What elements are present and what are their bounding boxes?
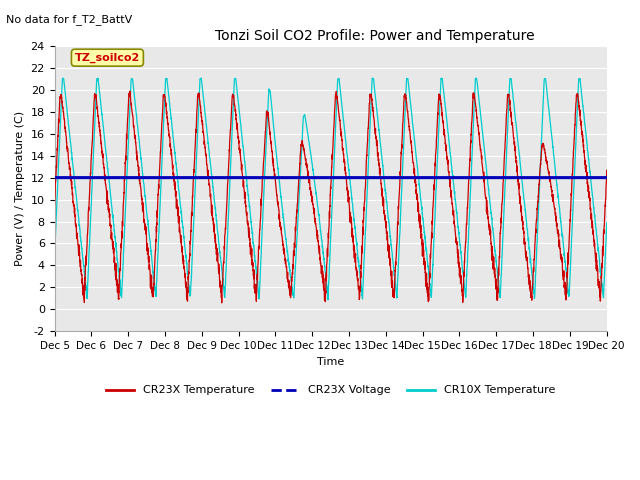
Text: TZ_soilco2: TZ_soilco2: [75, 52, 140, 63]
X-axis label: Time: Time: [317, 357, 344, 367]
Text: No data for f_T2_BattV: No data for f_T2_BattV: [6, 14, 132, 25]
Legend: CR23X Temperature, CR23X Voltage, CR10X Temperature: CR23X Temperature, CR23X Voltage, CR10X …: [102, 381, 559, 400]
Title: Tonzi Soil CO2 Profile: Power and Temperature: Tonzi Soil CO2 Profile: Power and Temper…: [215, 29, 534, 43]
Y-axis label: Power (V) / Temperature (C): Power (V) / Temperature (C): [15, 111, 25, 266]
